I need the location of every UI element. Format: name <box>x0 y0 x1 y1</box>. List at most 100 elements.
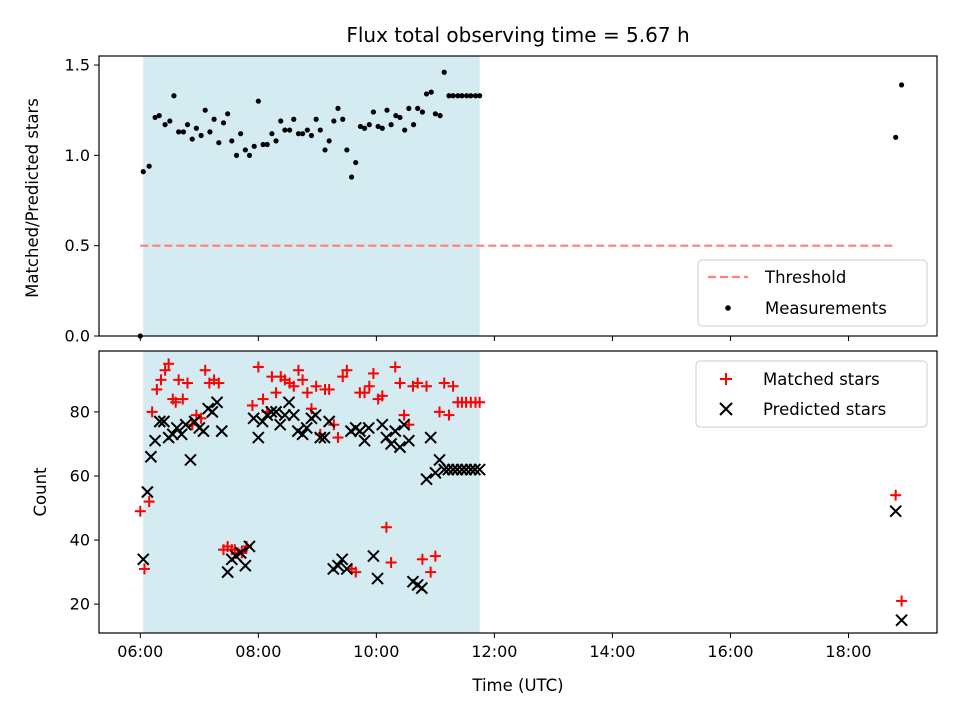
bottom-xtick-label: 16:00 <box>707 642 753 661</box>
measurement-point <box>472 93 479 99</box>
legend-threshold-label: Threshold <box>764 268 846 287</box>
bottom-ytick-label: 20 <box>70 595 90 614</box>
bottom-legend: Matched stars Predicted stars <box>695 360 928 428</box>
top-xticks <box>139 336 849 341</box>
bottom-xtick-label: 18:00 <box>825 642 871 661</box>
matched-star-point <box>416 553 428 565</box>
predicted-star-point <box>468 463 482 476</box>
measurement-point <box>269 131 275 137</box>
predicted-star-point <box>252 431 265 444</box>
predicted-star-point <box>340 562 354 576</box>
measurement-point <box>423 91 430 97</box>
measurement-point <box>331 118 337 124</box>
predicted-star-point <box>438 463 451 476</box>
matched-star-point <box>332 432 344 444</box>
predicted-star-point <box>184 453 197 467</box>
predicted-star-points <box>137 396 908 627</box>
predicted-star-point <box>215 424 228 438</box>
predicted-star-point <box>314 431 327 444</box>
matched-star-point <box>425 566 437 578</box>
predicted-star-point <box>243 540 256 553</box>
matched-star-point <box>367 367 379 379</box>
predicted-star-point <box>459 463 473 476</box>
matched-star-point <box>155 374 167 386</box>
measurement-point <box>366 122 372 128</box>
predicted-star-point <box>166 428 179 441</box>
measurement-point <box>193 125 199 131</box>
measurement-point <box>260 141 266 148</box>
measurement-point <box>406 105 412 111</box>
measurement-point <box>379 125 385 131</box>
measurement-point <box>225 111 231 117</box>
measurement-point <box>397 114 403 121</box>
measurement-point <box>198 132 204 139</box>
measurement-point <box>242 147 248 153</box>
matched-star-point <box>297 374 309 386</box>
matched-star-point <box>151 383 163 395</box>
predicted-star-point <box>170 421 184 435</box>
matched-star-point <box>138 563 150 575</box>
measurement-point <box>370 109 377 115</box>
measurement-point <box>167 118 173 124</box>
matched-star-point <box>363 380 375 392</box>
measurement-point <box>893 134 899 140</box>
bottom-xticks: 06:00 08:00 10:00 12:00 14:00 16:00 18:00 <box>117 633 872 661</box>
measurement-points <box>137 69 905 339</box>
measurement-point <box>287 127 293 133</box>
measurement-point <box>156 113 162 119</box>
matched-star-point <box>163 358 175 370</box>
matched-star-point <box>177 393 189 405</box>
measurement-point <box>304 127 310 133</box>
measurement-point <box>393 113 399 119</box>
measurement-point <box>441 69 447 75</box>
measurement-point <box>428 89 434 95</box>
predicted-star-point <box>206 405 219 419</box>
measurement-point <box>384 107 390 113</box>
measurement-point <box>326 138 332 144</box>
predicted-star-point <box>335 553 349 566</box>
predicted-star-point <box>455 463 469 476</box>
measurement-point <box>477 93 483 99</box>
predicted-star-point <box>402 434 416 447</box>
legend-predicted-label: Predicted stars <box>763 400 886 419</box>
legend-matched-swatch <box>720 373 732 385</box>
measurement-point <box>220 120 227 126</box>
predicted-star-point <box>144 450 158 463</box>
measurement-point <box>264 141 270 148</box>
measurement-point <box>344 147 350 153</box>
matched-star-point <box>257 393 269 405</box>
measurement-point <box>402 127 408 133</box>
predicted-star-point <box>137 553 150 566</box>
matched-star-point <box>474 396 486 408</box>
matched-star-point <box>398 409 410 421</box>
top-ytick-label: 0.5 <box>65 236 90 255</box>
measurement-point <box>255 98 261 104</box>
bottom-xtick-label: 10:00 <box>353 642 399 661</box>
predicted-star-point <box>157 415 171 428</box>
measurement-point <box>437 113 443 119</box>
measurement-point <box>176 129 182 135</box>
matched-star-point <box>890 489 902 501</box>
matched-star-point <box>288 380 300 392</box>
predicted-star-point <box>188 415 201 428</box>
measurement-point <box>410 122 417 128</box>
matched-star-point <box>434 406 446 418</box>
matched-star-point <box>246 399 258 411</box>
measurement-point <box>251 143 257 149</box>
matched-star-point <box>323 383 335 395</box>
measurement-point <box>322 147 328 153</box>
predicted-star-point <box>309 408 322 422</box>
measurement-point <box>189 136 195 142</box>
top-axes-frame <box>98 55 938 337</box>
matched-star-point <box>270 387 282 399</box>
matched-star-point <box>421 380 433 392</box>
predicted-star-point <box>221 565 234 579</box>
predicted-star-point <box>376 418 389 431</box>
measurement-point <box>459 93 465 99</box>
predicted-star-point <box>415 581 429 595</box>
matched-star-point <box>143 496 155 508</box>
measurement-point <box>273 138 279 144</box>
measurement-point <box>340 116 346 122</box>
measurement-point <box>898 82 905 88</box>
